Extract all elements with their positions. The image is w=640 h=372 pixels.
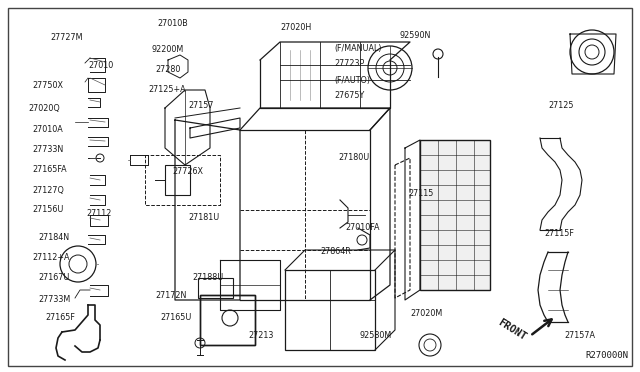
Text: 27165F: 27165F [45,314,75,323]
Text: 27115: 27115 [408,189,433,199]
Text: 27172N: 27172N [155,291,186,299]
Text: 27181U: 27181U [188,214,220,222]
Text: FRONT: FRONT [496,317,528,343]
Bar [198,278,233,298]
Text: 27125+A: 27125+A [148,86,186,94]
Text: 27675Y: 27675Y [334,92,364,100]
Text: 27726X: 27726X [172,167,203,176]
Text: 27020Q: 27020Q [28,103,60,112]
Text: 27727M: 27727M [50,33,83,42]
Text: 92200M: 92200M [152,45,184,55]
Text: 27010A: 27010A [32,125,63,135]
Text: 27112: 27112 [86,209,111,218]
Text: R270000N: R270000N [585,351,628,360]
Text: 27188U: 27188U [192,273,223,282]
Text: 27213: 27213 [248,330,273,340]
Text: 27010B: 27010B [157,19,188,29]
Text: 27750X: 27750X [32,81,63,90]
Text: 27165U: 27165U [160,314,191,323]
Text: (F/AUTO): (F/AUTO) [334,76,370,84]
Text: 27125: 27125 [548,100,573,109]
Text: (F/MANUAL): (F/MANUAL) [334,44,381,52]
Text: 92580M: 92580M [360,330,392,340]
Bar [200,295,255,345]
Bar [285,270,375,350]
Text: 27184N: 27184N [38,234,69,243]
Text: 92590N: 92590N [400,31,431,39]
Text: 27723P: 27723P [334,60,364,68]
Text: 27180U: 27180U [338,154,369,163]
Text: 27165FA: 27165FA [32,166,67,174]
Text: 27127Q: 27127Q [32,186,64,195]
Bar [420,140,490,290]
Text: 27020H: 27020H [280,22,311,32]
Text: 27010FA: 27010FA [345,224,380,232]
Bar [200,295,255,345]
Text: 27167U: 27167U [38,273,69,282]
Text: 27115F: 27115F [544,230,574,238]
Text: 27020M: 27020M [410,310,442,318]
Text: 27157: 27157 [188,102,214,110]
Bar [165,165,190,195]
Text: 27864R: 27864R [320,247,351,257]
Text: 27733M: 27733M [38,295,70,305]
Text: 27157A: 27157A [564,330,595,340]
Text: 27010: 27010 [88,61,113,71]
Text: 27733N: 27733N [32,145,63,154]
Text: 27280: 27280 [155,65,180,74]
Text: 27112+A: 27112+A [32,253,70,263]
Text: 27156U: 27156U [32,205,63,215]
